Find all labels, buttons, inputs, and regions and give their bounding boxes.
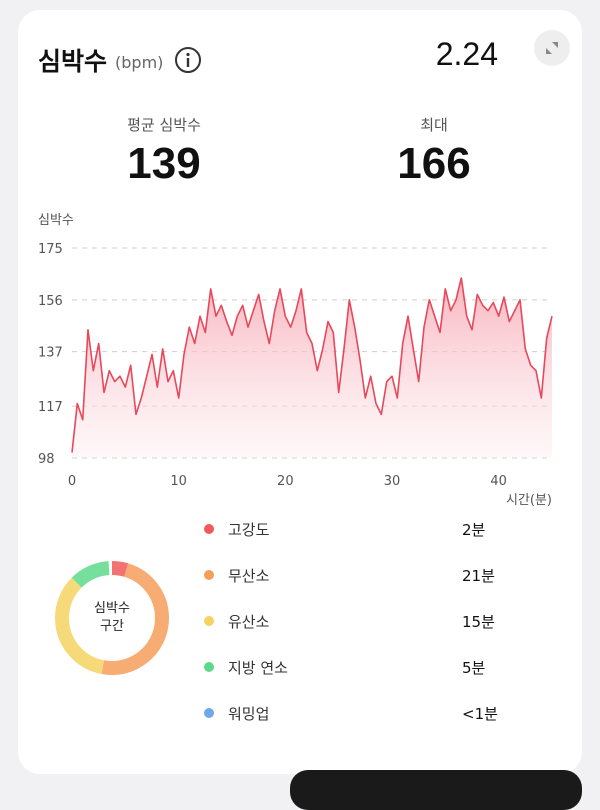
expand-icon bbox=[546, 42, 558, 54]
average-label: 평균 심박수 bbox=[127, 116, 201, 134]
heart-rate-chart: 심박수 98 117 137 156 175 0 10 20 30 40 시간(분) bbox=[38, 213, 553, 508]
x-tick-label: 0 bbox=[68, 474, 76, 489]
donut-segment bbox=[55, 561, 169, 675]
average-value: 139 bbox=[127, 139, 201, 188]
zone-dot-high-intensity bbox=[204, 524, 214, 534]
zone-name: 유산소 bbox=[228, 612, 270, 631]
zone-dot-fat-burn bbox=[204, 662, 214, 672]
zone-name: 워밍업 bbox=[228, 704, 270, 723]
zone-name: 지방 연소 bbox=[228, 658, 288, 677]
date-label: 2.24 bbox=[435, 36, 498, 72]
zone-donut-chart bbox=[55, 561, 169, 675]
y-tick-label: 117 bbox=[38, 400, 63, 415]
max-heart-rate: 최대 166 bbox=[324, 114, 544, 189]
heart-rate-area bbox=[72, 278, 552, 458]
expand-button[interactable] bbox=[534, 30, 570, 66]
y-tick-label: 137 bbox=[38, 346, 63, 361]
zone-row-aerobic: 유산소 15분 bbox=[204, 609, 504, 633]
zone-dot-anaerobic bbox=[204, 570, 214, 580]
x-axis-label: 시간(분) bbox=[506, 493, 552, 508]
donut-segment bbox=[55, 561, 169, 675]
zone-row-fat-burn: 지방 연소 5분 bbox=[204, 655, 504, 679]
zone-row-high-intensity: 고강도 2분 bbox=[204, 517, 504, 541]
max-value: 166 bbox=[397, 139, 471, 188]
zone-row-warmup: 워밍업 <1분 bbox=[204, 701, 504, 725]
x-tick-label: 20 bbox=[277, 474, 294, 489]
x-tick-label: 30 bbox=[384, 474, 401, 489]
x-tick-label: 10 bbox=[170, 474, 187, 489]
info-icon[interactable] bbox=[175, 47, 202, 73]
max-label: 최대 bbox=[420, 116, 448, 134]
average-heart-rate: 평균 심박수 139 bbox=[54, 114, 274, 189]
donut-segment bbox=[55, 561, 169, 675]
zone-name: 고강도 bbox=[228, 520, 270, 539]
donut-center-label: 심박수 구간 bbox=[52, 558, 172, 678]
zone-time: 15분 bbox=[462, 612, 495, 631]
donut-label-line1: 심박수 bbox=[94, 601, 130, 616]
unit-label: (bpm) bbox=[115, 53, 164, 72]
card-header: 심박수 (bpm) bbox=[38, 42, 202, 78]
zone-dot-aerobic bbox=[204, 616, 214, 626]
bottom-action-button[interactable] bbox=[290, 770, 582, 810]
heart-rate-line bbox=[71, 277, 553, 453]
donut-label-line2: 구간 bbox=[100, 619, 124, 634]
zone-time: 5분 bbox=[462, 658, 486, 677]
zone-row-anaerobic: 무산소 21분 bbox=[204, 563, 504, 587]
card-title: 심박수 bbox=[38, 47, 108, 76]
x-tick-label: 40 bbox=[490, 474, 507, 489]
zone-time: 2분 bbox=[462, 520, 486, 539]
zone-time: 21분 bbox=[462, 566, 495, 585]
y-tick-label: 175 bbox=[38, 242, 63, 257]
zone-dot-warmup bbox=[204, 708, 214, 718]
zone-name: 무산소 bbox=[228, 566, 270, 585]
y-axis-label: 심박수 bbox=[38, 213, 74, 228]
heart-rate-card: 심박수 (bpm) 2.24 평균 심박수 139 최대 166 심박수 bbox=[18, 10, 582, 774]
y-tick-label: 98 bbox=[38, 452, 55, 467]
zone-time: <1분 bbox=[462, 704, 498, 723]
y-tick-label: 156 bbox=[38, 294, 63, 309]
